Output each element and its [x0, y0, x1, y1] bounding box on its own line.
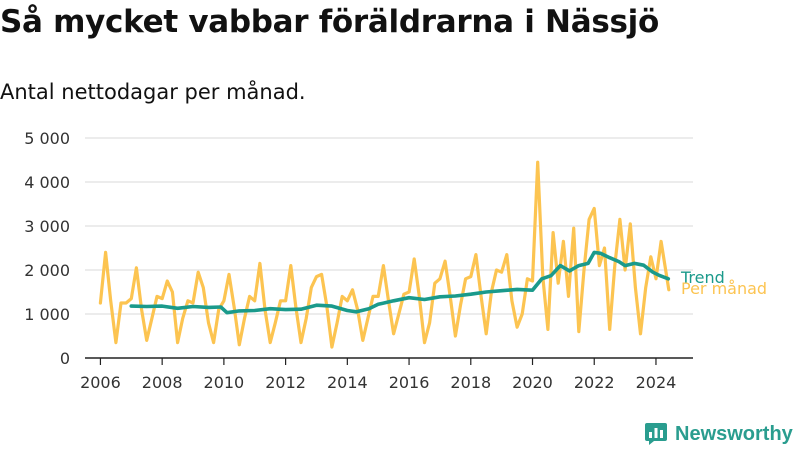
x-tick-label: 2006: [80, 373, 121, 392]
series-line-trend: [129, 250, 671, 315]
newsworthy-icon: [645, 423, 667, 445]
brand-logo: Newsworthy: [645, 420, 793, 448]
x-tick-label: 2012: [265, 373, 306, 392]
x-tick-label: 2008: [142, 373, 183, 392]
x-tick-label: 2016: [389, 373, 430, 392]
series-label-per-manad: Per månad: [681, 279, 767, 298]
chart-title: Så mycket vabbar föräldrarna i Nässjö: [0, 4, 659, 40]
x-tick-label: 2014: [327, 373, 368, 392]
y-tick-label: 3 000: [24, 217, 70, 236]
x-tick-label: 2018: [450, 373, 491, 392]
x-tick-label: 2010: [204, 373, 245, 392]
x-tick-label: 2022: [574, 373, 615, 392]
x-axis-ticks: 2006 2008 2010 2012 2014 2016 2018 2020 2022 2024: [80, 358, 676, 392]
series-label-trend: Trend: [680, 268, 725, 287]
y-tick-label: 4 000: [24, 173, 70, 192]
y-axis-ticks: 0 1 000 2 000 3 000 4 000 5 000: [24, 129, 70, 368]
y-tick-label: 5 000: [24, 129, 70, 148]
x-tick-label: 2024: [636, 373, 677, 392]
series-line-per-manad: [98, 160, 671, 349]
y-tick-label: 0: [60, 349, 70, 368]
y-tick-label: 1 000: [24, 305, 70, 324]
y-tick-label: 2 000: [24, 261, 70, 280]
x-tick-label: 2020: [512, 373, 553, 392]
grid-lines: [85, 137, 693, 359]
chart-subtitle: Antal nettodagar per månad.: [0, 80, 306, 104]
brand-name: Newsworthy: [675, 422, 793, 445]
